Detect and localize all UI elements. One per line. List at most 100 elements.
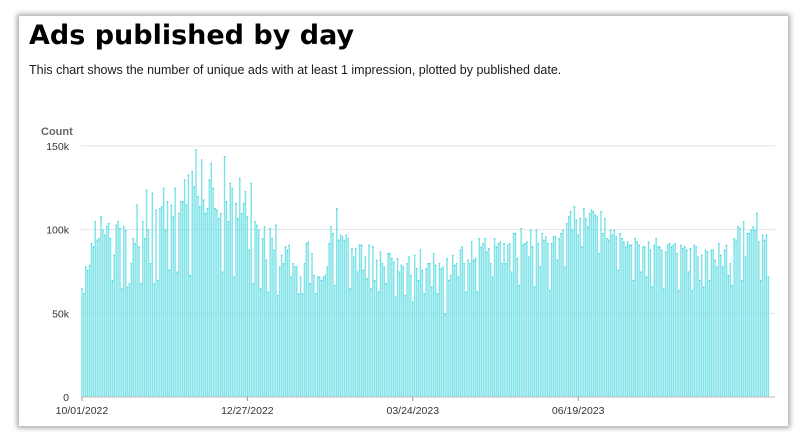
bar[interactable] [661,249,663,397]
bar[interactable] [408,256,410,397]
bar[interactable] [324,274,327,397]
bar[interactable] [172,216,174,397]
bar[interactable] [149,263,152,397]
bar[interactable] [659,246,661,397]
bar[interactable] [699,279,701,397]
bar[interactable] [691,289,694,397]
bar[interactable] [467,259,469,397]
bar[interactable] [573,206,576,397]
bar[interactable] [617,269,619,397]
bar[interactable] [223,156,226,397]
bar[interactable] [664,251,667,397]
bar[interactable] [767,276,770,397]
bar[interactable] [596,216,598,397]
bar[interactable] [123,226,125,397]
bar[interactable] [396,258,399,397]
bar[interactable] [341,236,344,397]
bar[interactable] [231,187,233,397]
bar[interactable] [645,276,648,397]
bar[interactable] [516,258,519,397]
bar[interactable] [640,271,642,398]
bar[interactable] [611,234,614,397]
bar[interactable] [176,271,178,398]
bar[interactable] [478,238,481,397]
bar[interactable] [742,221,745,397]
bar[interactable] [609,229,612,397]
bar[interactable] [115,224,117,397]
bar[interactable] [132,238,135,397]
bar[interactable] [248,249,250,397]
bar[interactable] [752,226,754,397]
bar[interactable] [600,211,602,397]
bar[interactable] [318,276,321,397]
bar[interactable] [379,251,382,397]
bar[interactable] [429,263,431,397]
bar[interactable] [566,222,568,397]
bar[interactable] [638,244,640,397]
bar[interactable] [547,243,549,397]
bar[interactable] [218,217,220,397]
bar[interactable] [419,249,422,397]
bar[interactable] [212,187,214,397]
bar[interactable] [733,238,735,397]
bar[interactable] [402,266,405,397]
bar[interactable] [221,271,224,398]
bar[interactable] [607,239,610,397]
bar[interactable] [537,243,539,397]
bar[interactable] [161,206,163,397]
bar[interactable] [374,279,376,397]
bar[interactable] [579,217,581,397]
bar[interactable] [394,296,397,397]
bar[interactable] [763,239,766,397]
bar[interactable] [450,274,452,397]
bar[interactable] [564,266,566,397]
bar[interactable] [438,263,441,397]
bar[interactable] [697,256,699,397]
bar[interactable] [164,229,167,397]
bar[interactable] [159,207,161,397]
bar[interactable] [269,227,271,397]
bar[interactable] [98,238,100,397]
bar[interactable] [400,264,403,397]
bar[interactable] [459,249,462,397]
bar[interactable] [387,253,389,397]
bar[interactable] [191,171,193,397]
bar[interactable] [117,221,119,397]
bar[interactable] [254,221,256,397]
bar[interactable] [130,263,133,397]
bar[interactable] [522,244,524,397]
bar[interactable] [592,211,595,397]
bar[interactable] [166,201,169,397]
bar[interactable] [145,189,148,397]
bar[interactable] [613,229,616,397]
bar[interactable] [721,266,724,397]
bar[interactable] [720,254,722,397]
bar[interactable] [695,246,697,397]
bar[interactable] [509,243,511,397]
bar[interactable] [731,284,733,397]
bar[interactable] [744,256,747,397]
bar[interactable] [663,288,665,397]
bar[interactable] [368,244,370,397]
bar[interactable] [258,229,260,397]
bar[interactable] [448,279,450,397]
bar[interactable] [585,217,587,397]
bar[interactable] [290,276,292,397]
bar[interactable] [330,226,332,397]
bar[interactable] [682,248,684,397]
bar[interactable] [702,286,705,397]
bar[interactable] [725,244,728,397]
bar[interactable] [366,278,368,397]
bar[interactable] [119,227,121,397]
bar[interactable] [674,243,676,397]
bar[interactable] [284,246,287,397]
bar[interactable] [385,283,387,397]
bar[interactable] [615,236,617,397]
bar[interactable] [364,256,366,397]
bar[interactable] [377,291,380,397]
bar[interactable] [528,256,530,397]
bar[interactable] [729,263,732,397]
bar[interactable] [655,238,657,397]
bar[interactable] [644,246,646,397]
bar[interactable] [457,276,460,397]
